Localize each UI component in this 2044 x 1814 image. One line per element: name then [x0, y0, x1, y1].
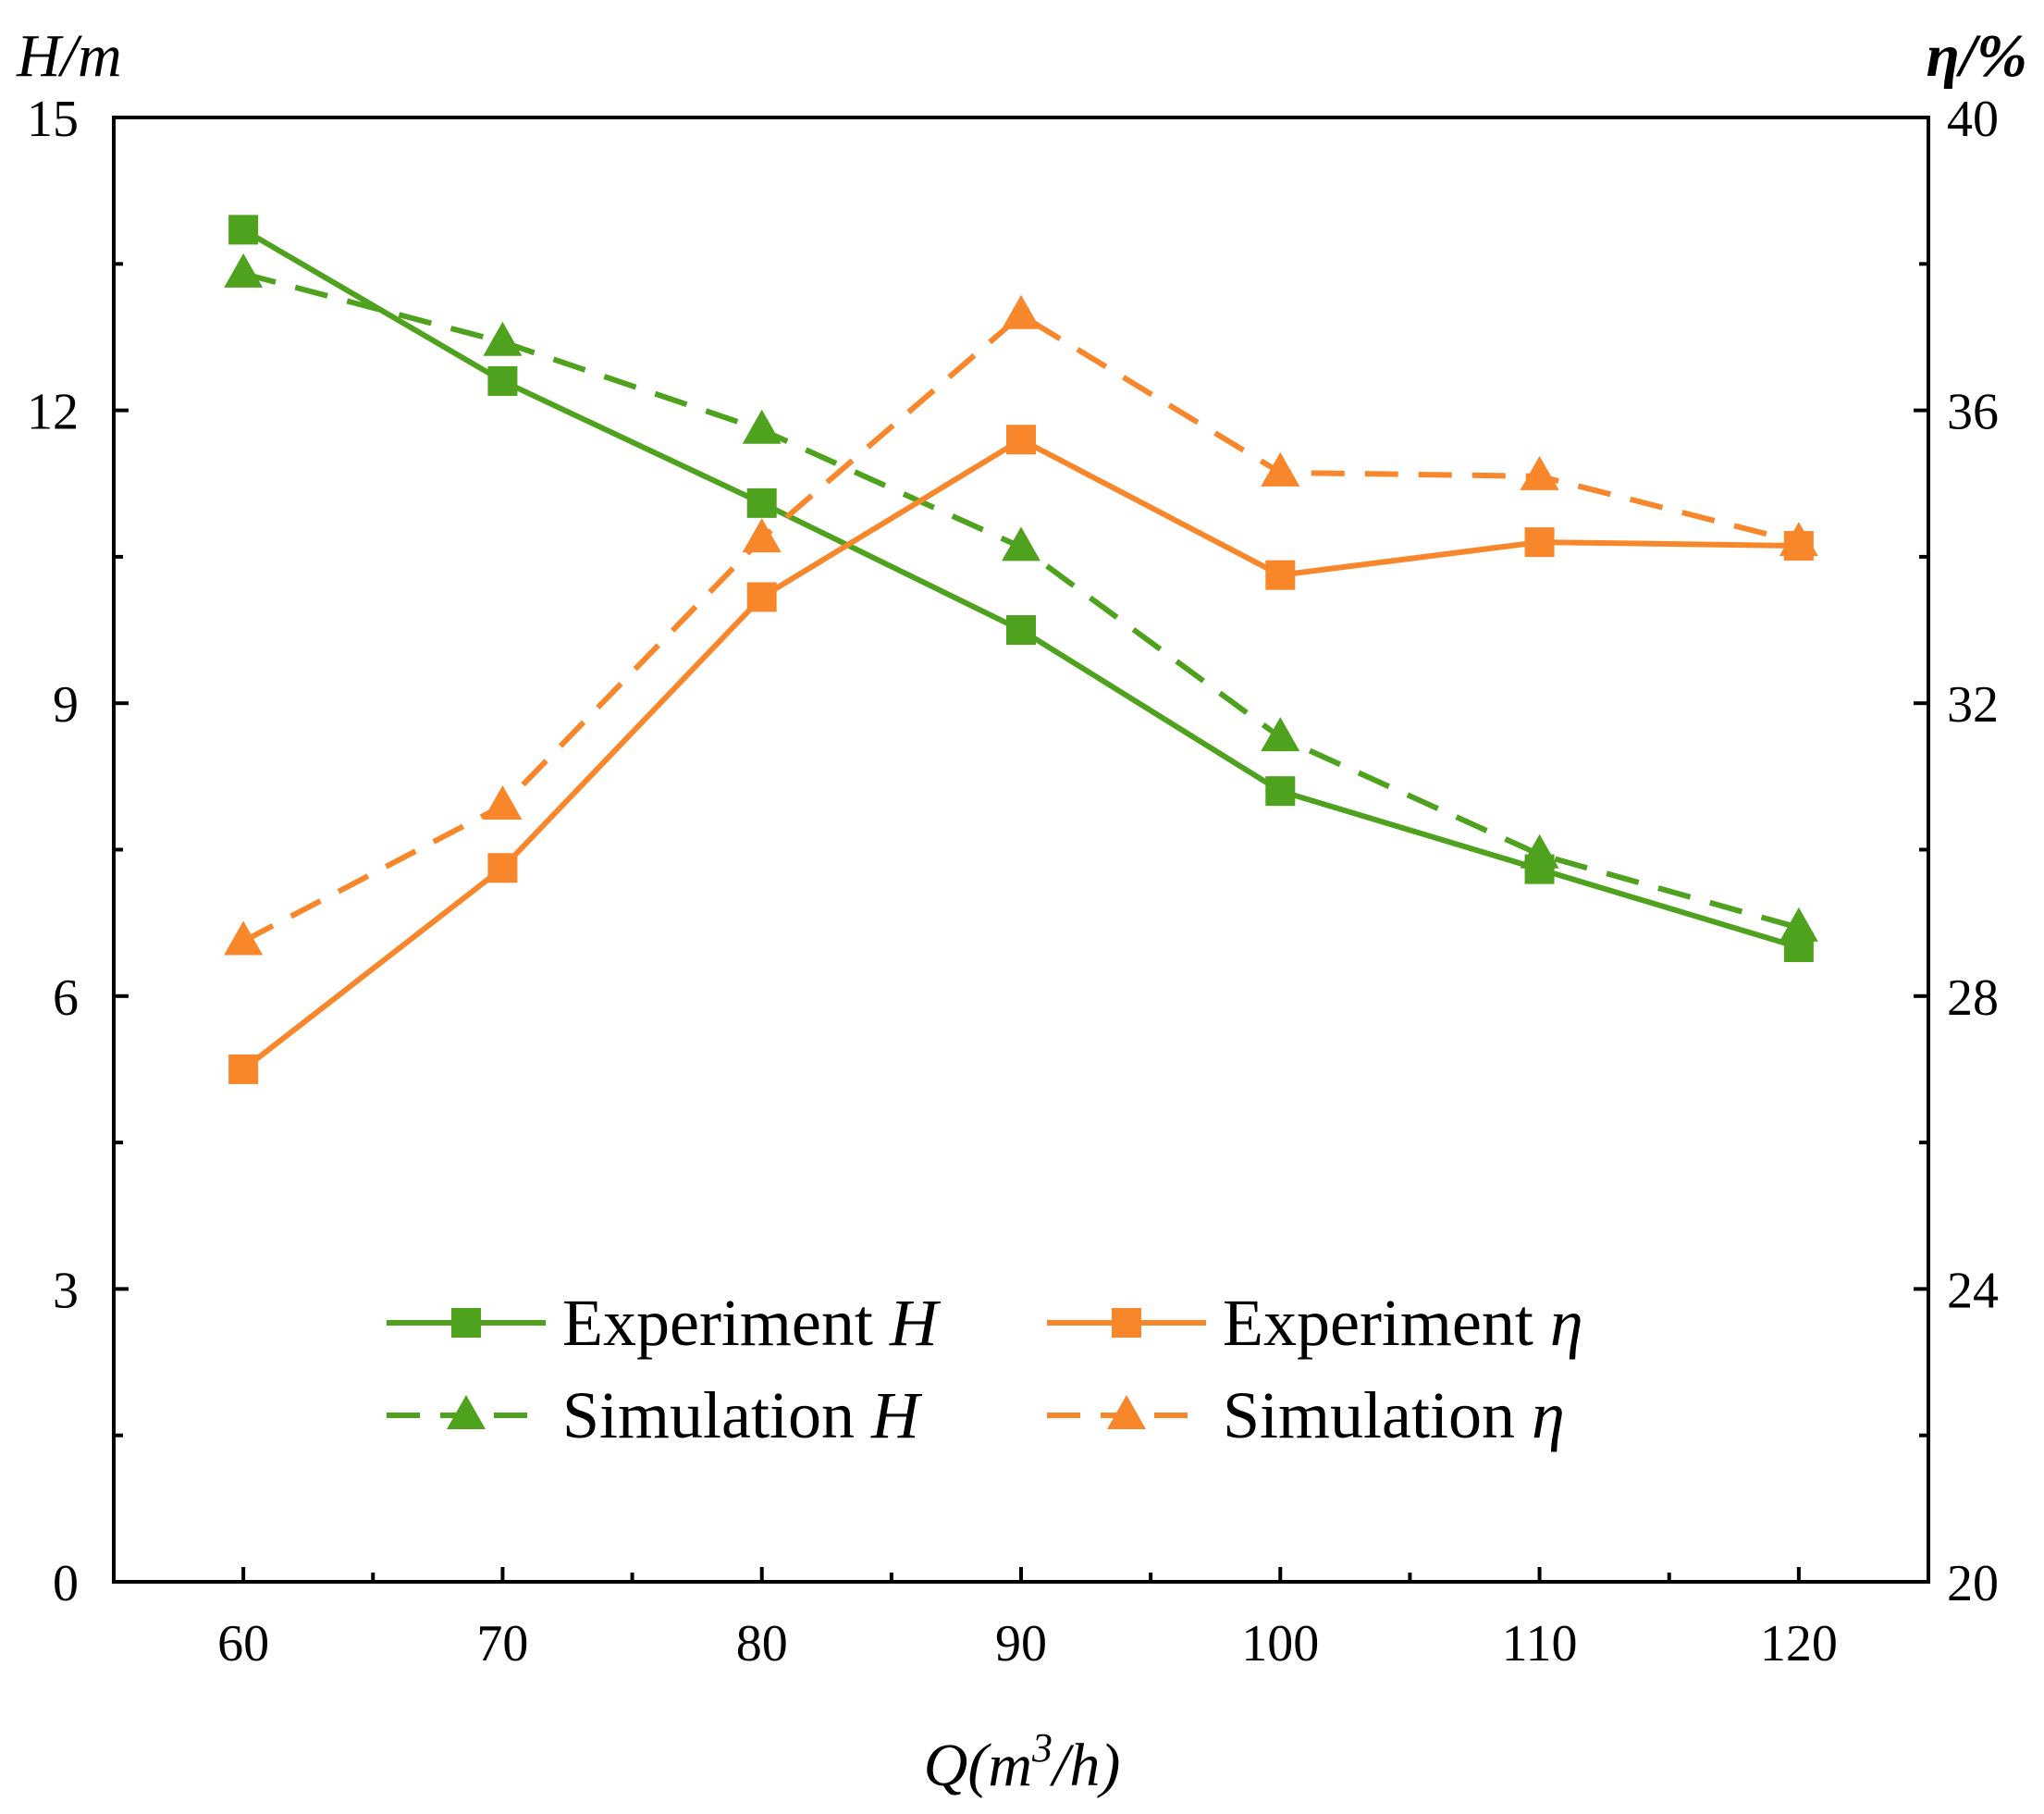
series-2 — [228, 425, 1814, 1084]
y-right-tick-label: 32 — [1947, 676, 1999, 734]
legend-label-text: Experiment — [1223, 1286, 1550, 1360]
y-right-tick-label: 28 — [1947, 969, 1999, 1027]
legend-label-text: Experiment — [562, 1286, 890, 1360]
data-point — [483, 321, 523, 356]
series-line — [242, 270, 1800, 931]
data-point — [1779, 522, 1818, 557]
y-left-tick-label: 0 — [53, 1555, 79, 1612]
x-tick-label: 90 — [995, 1615, 1047, 1672]
legend-label: Experiment H — [562, 1286, 942, 1360]
y-left-tick-label: 6 — [53, 969, 79, 1027]
y-right-tick-label: 40 — [1947, 91, 1999, 148]
data-point — [1520, 455, 1559, 490]
data-point — [1520, 833, 1559, 869]
data-point — [1002, 294, 1040, 329]
legend-label-symbol: H — [870, 1378, 923, 1452]
legend-label-symbol: η — [1550, 1286, 1583, 1360]
x-axis-title: Q(m3/h) — [924, 1725, 1121, 1799]
data-point — [224, 920, 264, 956]
data-point — [487, 365, 518, 396]
data-point — [742, 518, 782, 553]
legend-label: Simulation η — [1223, 1378, 1565, 1452]
x-tick-label: 80 — [736, 1615, 788, 1672]
x-axis-title-rest: /h) — [1049, 1732, 1120, 1799]
data-point — [1006, 425, 1036, 455]
legend-marker — [451, 1308, 481, 1338]
data-point — [483, 785, 523, 821]
data-point — [224, 253, 264, 288]
x-axis-title-superscript: 3 — [1031, 1725, 1053, 1771]
x-tick-label: 100 — [1241, 1615, 1319, 1672]
legend-label: Simulation H — [562, 1378, 923, 1452]
series-1 — [224, 253, 1818, 942]
legend-marker — [1107, 1395, 1146, 1429]
x-tick-label: 70 — [476, 1615, 528, 1672]
data-point — [1524, 527, 1555, 558]
x-tick-label: 110 — [1502, 1615, 1578, 1672]
legend-label-symbol: H — [889, 1286, 942, 1360]
legend-label-text: Simulation — [562, 1378, 871, 1452]
y-right-tick-label: 24 — [1947, 1262, 1999, 1319]
y-left-tick-label: 15 — [27, 91, 79, 148]
data-point — [742, 409, 782, 444]
y-right-tick-label: 36 — [1947, 384, 1999, 441]
legend-marker — [447, 1395, 486, 1429]
x-axis-title-main: Q(m — [924, 1732, 1032, 1799]
data-point — [1265, 560, 1296, 590]
data-point — [746, 582, 777, 612]
data-point — [1006, 615, 1036, 646]
legend-label: Experiment η — [1223, 1286, 1583, 1360]
x-tick-label: 120 — [1760, 1615, 1838, 1672]
y-left-tick-label: 3 — [53, 1262, 79, 1319]
legend-marker — [1112, 1308, 1141, 1338]
data-point — [1265, 776, 1296, 807]
data-point — [228, 215, 259, 245]
series-3 — [224, 294, 1818, 956]
y-left-tick-label: 12 — [27, 384, 79, 441]
data-point — [228, 1054, 259, 1084]
legend-label-symbol: η — [1532, 1378, 1565, 1452]
data-point — [1261, 717, 1300, 752]
data-point — [1002, 526, 1040, 561]
plot-frame — [112, 116, 1930, 1584]
data-point — [746, 487, 777, 518]
x-tick-label: 60 — [217, 1615, 269, 1672]
data-point — [1261, 451, 1300, 487]
y-left-axis-title: H/m — [16, 22, 122, 90]
data-point — [487, 853, 518, 883]
y-right-axis-title: η/% — [1926, 22, 2027, 90]
y-left-tick-label: 9 — [53, 676, 79, 734]
y-right-tick-label: 20 — [1947, 1555, 1999, 1612]
data-point — [1779, 907, 1818, 942]
series-layer — [224, 215, 1818, 1084]
legend-label-text: Simulation — [1223, 1378, 1532, 1452]
